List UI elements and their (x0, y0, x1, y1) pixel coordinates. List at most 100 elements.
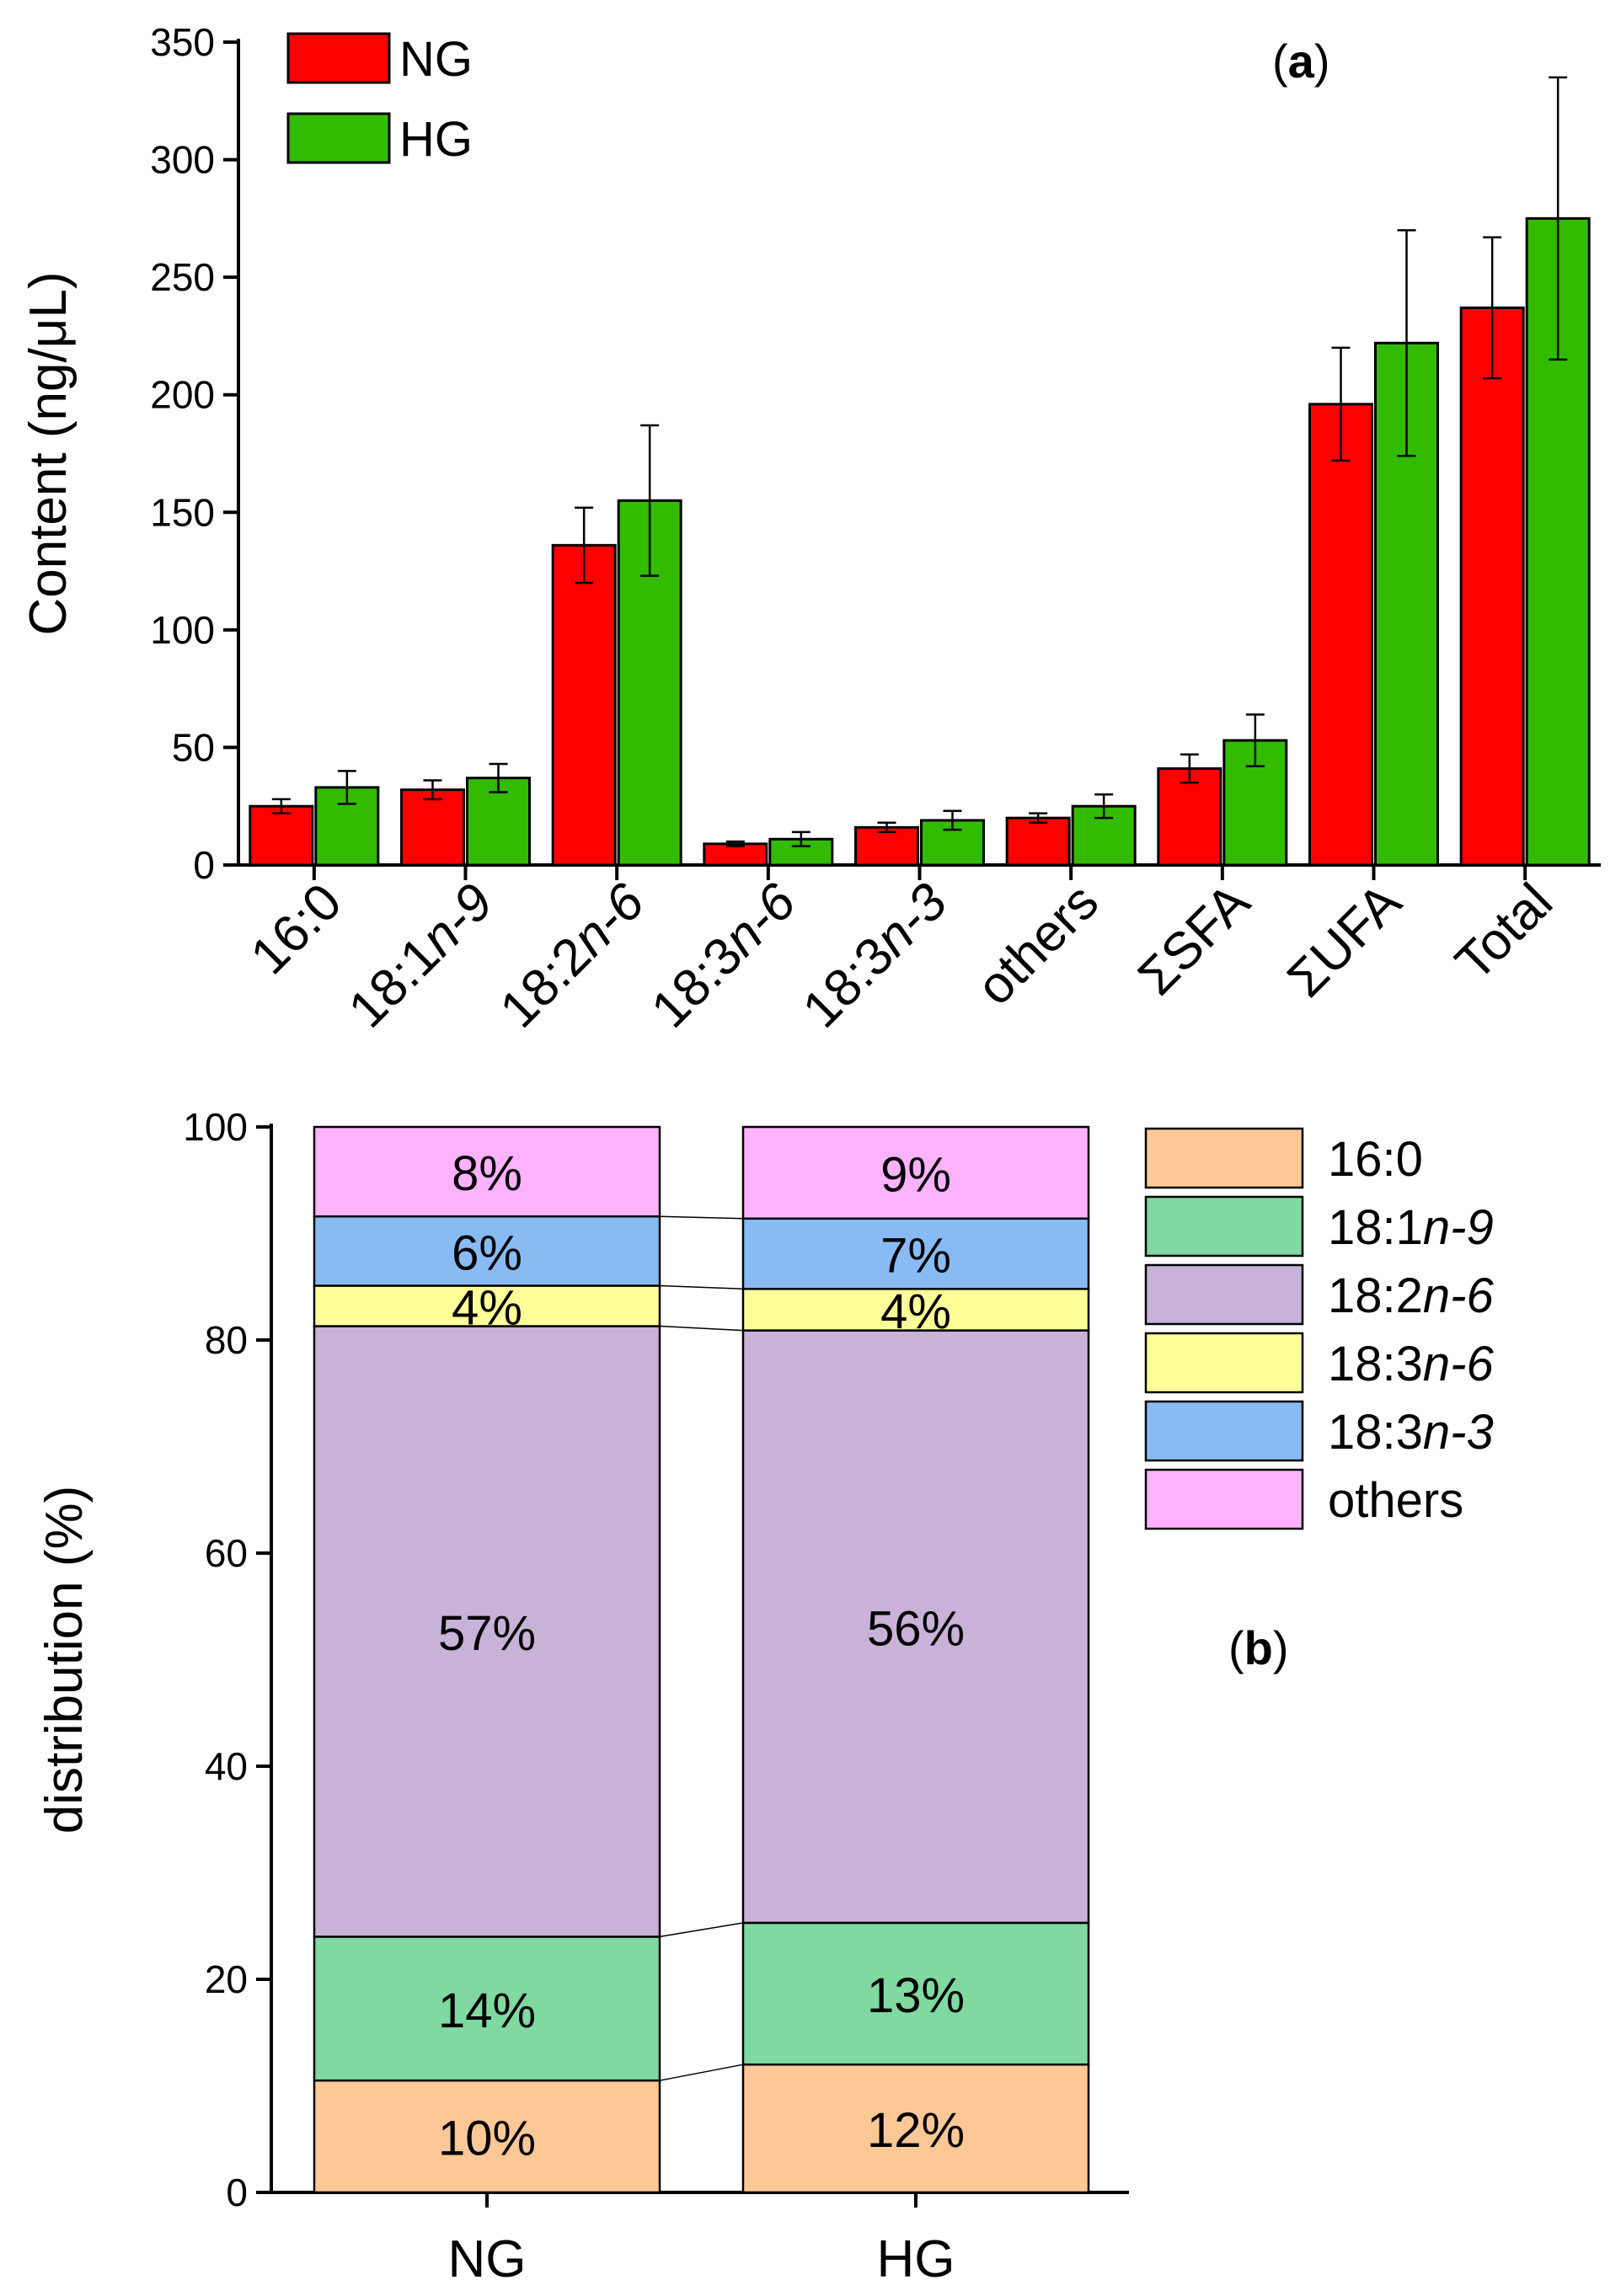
y-tick-label-a: 100 (150, 608, 215, 652)
segment-label: 4% (880, 1284, 951, 1339)
legend-label-b-part-a: 18:3 (1328, 1405, 1423, 1460)
panel-label-letter: a (1288, 35, 1315, 88)
legend-label-b-part-a: 16:0 (1328, 1132, 1423, 1187)
bar-ng (854, 825, 919, 867)
y-tick-label-b: 60 (205, 1531, 248, 1575)
connector-line (659, 1922, 744, 1938)
legend-label-ng: NG (399, 32, 473, 87)
y-tick-label-a: 350 (150, 20, 215, 64)
segment-label: 8% (452, 1146, 522, 1201)
connector-line (659, 2064, 744, 2081)
x-tick-label-a: 16:0 (240, 873, 353, 985)
y-tick-label-a: 250 (150, 255, 215, 299)
bar-ng (1459, 306, 1525, 867)
y-tick-label-a: 300 (150, 138, 215, 182)
legend-label-b: others (1328, 1473, 1463, 1528)
x-tick-label-a: 18:3n-3 (792, 873, 958, 1039)
bar-ng (249, 804, 314, 867)
legend-label-b-part-b: n (1423, 1405, 1450, 1460)
legend-label-b-part-a: others (1328, 1473, 1463, 1528)
x-tick-label-b: HG (877, 2230, 955, 2288)
panel-label-letter: b (1244, 1621, 1273, 1674)
segment-ng (313, 2079, 661, 2194)
panel-a: 0 50 100 150 200 250 300 350 Content (ng/μL) 16:0… (19, 20, 1601, 1039)
segment-ng (313, 1125, 661, 1218)
panel-label-a: (a) (1272, 35, 1329, 88)
legend-swatch-b (1144, 1263, 1304, 1326)
x-tick-label-a: 18:3n-6 (640, 873, 807, 1039)
y-tick-label-b: 0 (226, 2171, 248, 2214)
legend-swatch-b (1144, 1195, 1304, 1257)
panel-label-paren: ( (1272, 35, 1288, 88)
x-tick-label-a-part-a: 16:0 (240, 873, 353, 985)
y-tick-label-a: 150 (150, 490, 215, 534)
legend-label-b-part-a: 18:3 (1328, 1337, 1423, 1391)
segment-hg (741, 1125, 1090, 1220)
panel-label-paren: ) (1314, 35, 1330, 88)
bar-hg (314, 786, 380, 867)
x-tick-label-a-part-a: others (966, 873, 1110, 1017)
legend-label-hg: HG (399, 112, 473, 167)
legend-swatch-b (1144, 1468, 1304, 1530)
legend-label-b: 18:2n-6 (1328, 1268, 1494, 1323)
segment-hg (741, 1288, 1090, 1332)
legend-label-b-part-b: n (1423, 1337, 1450, 1391)
x-tick-label-a: ΣSFA (1127, 873, 1261, 1007)
panel-label-b: (b) (1228, 1621, 1289, 1674)
legend-swatch-b (1144, 1127, 1304, 1189)
bar-ng (1005, 816, 1071, 867)
segment-label: 6% (452, 1225, 522, 1280)
x-tick-label-a: ΣUFA (1276, 873, 1413, 1009)
segment-label: 12% (867, 2103, 965, 2158)
legend-swatch-b (1144, 1400, 1304, 1462)
segment-label: 9% (880, 1147, 951, 1202)
y-tick-label-a: 0 (193, 843, 215, 887)
panel-label-paren: ( (1228, 1621, 1244, 1674)
legend-label-b-part-c: -6 (1450, 1268, 1494, 1323)
segment-label: 13% (867, 1968, 965, 2023)
segment-label: 14% (438, 1984, 536, 2038)
legend-label-b-part-b: n (1423, 1268, 1450, 1323)
x-tick-label-a: others (966, 873, 1110, 1017)
connector-line (659, 1284, 744, 1290)
segment-hg (741, 1329, 1090, 1925)
x-tick-label-a-part-a: Total (1445, 873, 1564, 991)
segment-hg (741, 1921, 1090, 2066)
segment-label: 4% (452, 1281, 522, 1336)
y-tick-label-b: 20 (205, 1957, 248, 2001)
legend-label-b-part-c: -9 (1450, 1200, 1494, 1255)
y-axis-label-b: distribution (%) (35, 1486, 94, 1834)
legend-label-b: 18:3n-6 (1328, 1337, 1494, 1391)
legend-label-b-part-a: 18:2 (1328, 1268, 1423, 1323)
segment-ng (313, 1325, 661, 1938)
x-tick-label-a-part-a: ΣSFA (1127, 873, 1261, 1007)
segment-label: 10% (438, 2112, 536, 2166)
legend-label-b-part-b: n (1423, 1200, 1450, 1255)
legend-swatch-ng (286, 32, 391, 84)
segment-ng (313, 1936, 661, 2082)
legend-label-b-part-c: -6 (1450, 1337, 1494, 1391)
y-tick-label-b: 80 (205, 1318, 248, 1362)
x-tick-label-a: 18:2n-6 (490, 873, 656, 1039)
bar-ng (551, 543, 617, 867)
legend-label-b-part-a: 18:1 (1328, 1200, 1423, 1255)
y-tick-label-a: 200 (150, 373, 215, 417)
bar-ng (400, 788, 465, 867)
segment-hg (741, 1217, 1090, 1290)
legend-label-b: 16:0 (1328, 1132, 1423, 1187)
x-tick-label-a: 18:1n-9 (338, 873, 504, 1039)
x-tick-label-a: Total (1445, 873, 1564, 991)
y-tick-label-b: 40 (205, 1744, 248, 1788)
bar-ng (1308, 403, 1373, 867)
connector-line (659, 1215, 744, 1220)
y-tick-label-b: 100 (183, 1105, 248, 1149)
segment-label: 56% (867, 1601, 965, 1656)
legend-label-b: 18:3n-3 (1328, 1405, 1494, 1460)
segment-hg (741, 2063, 1090, 2194)
connector-line (659, 1325, 744, 1332)
segment-label: 7% (880, 1229, 951, 1284)
legend-label-b-part-c: -3 (1450, 1405, 1494, 1460)
